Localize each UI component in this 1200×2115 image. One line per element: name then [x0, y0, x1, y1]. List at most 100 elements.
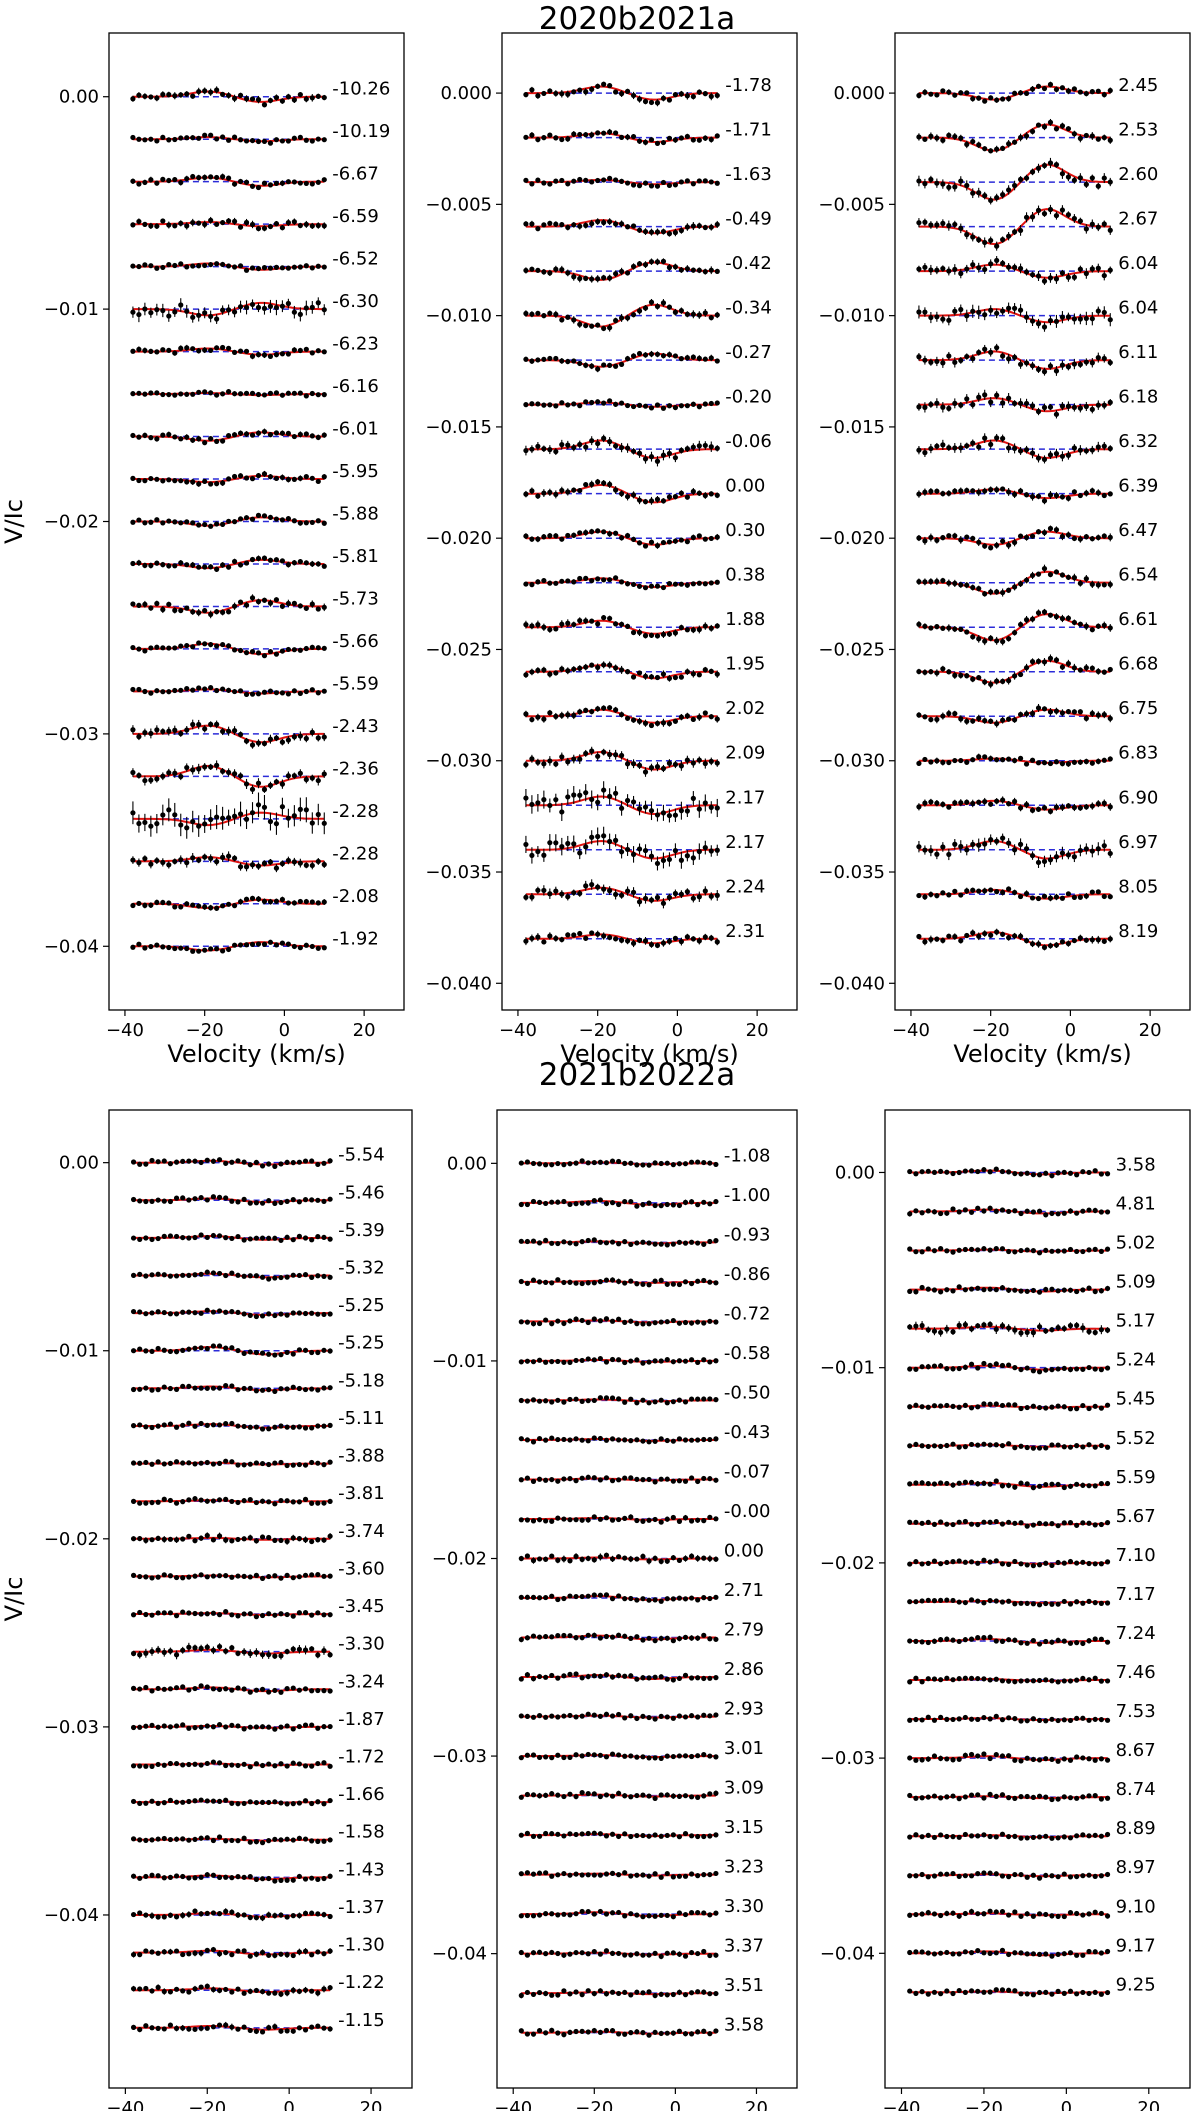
data-point: [1084, 359, 1089, 364]
data-point: [266, 1352, 271, 1357]
data-point: [199, 1497, 204, 1502]
data-point: [541, 797, 546, 802]
data-point: [547, 270, 552, 275]
data-point: [166, 807, 171, 812]
data-point: [208, 722, 213, 727]
data-point: [661, 259, 666, 264]
data-point: [595, 399, 600, 404]
data-point: [1024, 133, 1029, 138]
data-point: [715, 848, 720, 853]
data-point: [958, 403, 963, 408]
data-point: [625, 89, 630, 94]
data-point: [154, 601, 159, 606]
data-point: [178, 346, 183, 351]
data-point: [1054, 368, 1059, 373]
data-point: [1108, 625, 1113, 630]
data-point: [934, 624, 939, 629]
data-point: [601, 220, 606, 225]
data-point: [529, 181, 534, 186]
data-point: [1096, 889, 1101, 894]
data-point: [297, 1347, 302, 1352]
data-point: [309, 1275, 314, 1280]
data-point: [1054, 805, 1059, 810]
data-point: [685, 713, 690, 718]
y-tick-label: −0.030: [425, 751, 492, 772]
data-point: [130, 727, 135, 732]
data-point: [523, 178, 528, 183]
data-point: [952, 401, 957, 406]
x-tick-label: 0: [279, 1020, 290, 1041]
data-point: [286, 737, 291, 742]
data-point: [685, 495, 690, 500]
data-point: [268, 689, 273, 694]
data-point: [661, 540, 666, 545]
data-point: [970, 677, 975, 682]
data-point: [601, 662, 606, 667]
data-point: [291, 1273, 296, 1278]
data-point: [541, 313, 546, 318]
data-point: [625, 761, 630, 766]
data-point: [637, 540, 642, 545]
data-point: [631, 449, 636, 454]
data-point: [952, 445, 957, 450]
data-point: [256, 896, 261, 901]
data-point: [577, 850, 582, 855]
phase-label: 8.19: [1118, 921, 1158, 942]
data-point: [601, 705, 606, 710]
data-point: [553, 581, 558, 586]
data-point: [149, 1310, 154, 1315]
data-point: [274, 899, 279, 904]
data-point: [1030, 853, 1035, 858]
data-point: [583, 323, 588, 328]
data-point: [655, 943, 660, 948]
data-point: [303, 1197, 308, 1202]
data-point: [661, 940, 666, 945]
data-point: [266, 1426, 271, 1431]
data-point: [208, 685, 213, 690]
data-point: [291, 1351, 296, 1356]
data-point: [535, 800, 540, 805]
data-point: [547, 181, 552, 186]
data-point: [1102, 356, 1107, 361]
data-point: [1102, 273, 1107, 278]
data-point: [256, 352, 261, 357]
data-point: [274, 942, 279, 947]
data-point: [250, 184, 255, 189]
data-point: [1000, 639, 1005, 644]
data-point: [577, 488, 582, 493]
data-point: [1000, 797, 1005, 802]
data-point: [268, 224, 273, 229]
data-point: [178, 857, 183, 862]
x-axis-label: Velocity (km/s): [953, 1040, 1131, 1068]
data-point: [298, 264, 303, 269]
data-point: [916, 354, 921, 359]
data-point: [292, 560, 297, 565]
data-point: [1030, 808, 1035, 813]
phase-label: -6.16: [332, 376, 379, 397]
data-point: [715, 400, 720, 405]
data-point: [244, 650, 249, 655]
data-point: [553, 179, 558, 184]
data-point: [148, 94, 153, 99]
data-point: [156, 1346, 161, 1351]
data-point: [1102, 92, 1107, 97]
data-point: [205, 1308, 210, 1313]
data-point: [280, 804, 285, 809]
data-point: [196, 722, 201, 727]
data-point: [691, 355, 696, 360]
data-point: [715, 805, 720, 810]
data-point: [1036, 760, 1041, 765]
data-point: [286, 691, 291, 696]
data-point: [232, 559, 237, 564]
data-point: [242, 1160, 247, 1165]
data-point: [192, 1310, 197, 1315]
data-point: [291, 1310, 296, 1315]
data-point: [149, 1272, 154, 1277]
data-point: [211, 1270, 216, 1275]
data-point: [148, 223, 153, 228]
data-point: [553, 670, 558, 675]
data-point: [637, 228, 642, 233]
data-point: [223, 1310, 228, 1315]
data-point: [190, 767, 195, 772]
data-point: [631, 93, 636, 98]
